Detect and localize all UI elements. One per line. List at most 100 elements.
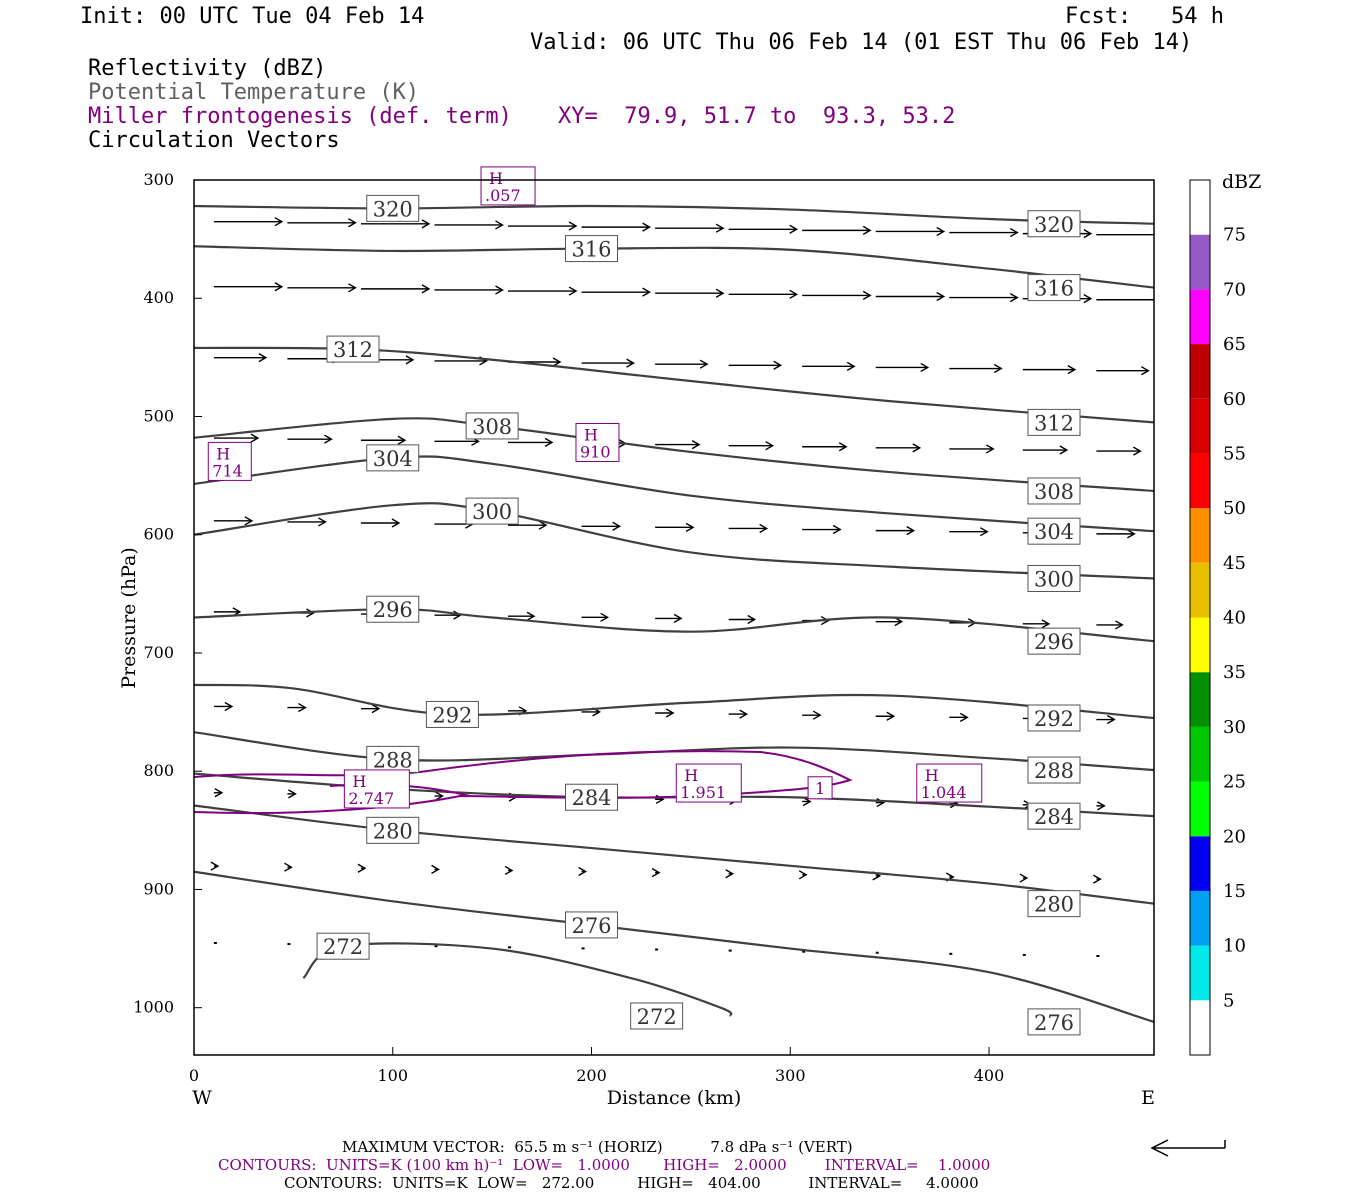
svg-text:312: 312 — [333, 338, 373, 362]
theta-contour-308 — [194, 417, 1154, 493]
theta-contours — [194, 204, 1154, 1023]
theta-label: 320 — [1027, 210, 1081, 238]
circulation-vector-head — [846, 361, 856, 371]
circulation-vector-head — [739, 709, 749, 719]
svg-text:.057: .057 — [485, 186, 521, 205]
circulation-vector-head — [306, 608, 315, 618]
colorbar-segment — [1190, 617, 1210, 673]
x-tick-label: 0 — [189, 1066, 199, 1085]
y-tick-label: 900 — [143, 879, 174, 898]
circulation-vector-head — [421, 219, 431, 229]
x-axis-label: Distance (km) — [607, 1087, 742, 1109]
svg-text:1: 1 — [815, 779, 825, 798]
circulation-vector-head — [651, 868, 661, 878]
plot-frame — [193, 179, 1155, 1056]
svg-text:308: 308 — [1034, 480, 1074, 504]
theta-label: 304 — [1027, 517, 1081, 545]
circulation-vector-head — [959, 712, 969, 722]
x-tick-label: 400 — [974, 1066, 1005, 1085]
circulation-vector-head — [1127, 529, 1136, 539]
colorbar-label: 60 — [1223, 389, 1246, 410]
theta-label: 272 — [630, 1002, 684, 1030]
svg-text:304: 304 — [373, 447, 413, 471]
fronto-max-label: 1 — [807, 776, 833, 800]
colorbar-segment — [1190, 781, 1210, 837]
forecast-hour: Fcst: 54 h — [1065, 4, 1224, 29]
colorbar-segment — [1190, 890, 1210, 946]
svg-text:H: H — [584, 426, 598, 445]
circulation-vector-head — [699, 359, 709, 369]
svg-text:300: 300 — [1034, 567, 1074, 591]
circulation-vector-head — [371, 704, 381, 714]
field-frontogenesis: Miller frontogenesis (def. term) — [88, 104, 512, 129]
circulation-vector-head — [250, 433, 260, 443]
svg-text:H: H — [352, 772, 366, 791]
colorbar-label: 70 — [1223, 279, 1246, 300]
theta-contour-292 — [194, 683, 1154, 720]
circulation-vector-dot — [508, 946, 512, 949]
x-tick-label: 200 — [576, 1066, 607, 1085]
colorbar-segment — [1190, 562, 1210, 618]
circulation-vector-head — [936, 291, 946, 302]
circulation-vector-head — [612, 521, 621, 531]
fronto-max-label: H1.951 — [675, 763, 742, 803]
circulation-vector-head — [244, 516, 254, 526]
circulation-vector-head — [765, 441, 775, 451]
circulation-vector-head — [1093, 874, 1102, 884]
fronto-max-label: H1.044 — [916, 763, 983, 803]
circulation-vector-head — [802, 796, 812, 807]
y-tick-label: 600 — [143, 525, 174, 544]
theta-label: 272 — [316, 932, 370, 960]
circulation-vector-head — [1097, 801, 1106, 811]
circulation-vector-head — [1019, 873, 1029, 883]
max-vector-note: MAXIMUM VECTOR: 65.5 m s⁻¹ (HORIZ) 7.8 d… — [342, 1138, 853, 1156]
circulation-vector-head — [673, 613, 683, 624]
circulation-vector-head — [391, 518, 401, 528]
axes: 0 100 200 300 400 300 400 500 600 700 800 900 1000 — [133, 170, 1004, 1085]
circulation-vector-head — [906, 526, 916, 536]
x-axis-east-label: E — [1141, 1087, 1155, 1109]
theta-contour-300 — [194, 502, 1154, 580]
y-tick-label: 400 — [143, 288, 174, 307]
circulation-vector-head — [936, 226, 946, 237]
theta-label: 316 — [565, 235, 619, 263]
theta-label: 280 — [366, 816, 420, 844]
circulation-vector-head — [862, 225, 872, 235]
fronto-contour-800 — [194, 750, 853, 815]
colorbar-label: 10 — [1223, 936, 1246, 957]
circulation-vector-head — [985, 444, 995, 454]
theta-contour-316 — [194, 245, 1154, 289]
circulation-vector-head — [1083, 294, 1093, 304]
colorbar-label: 75 — [1223, 225, 1246, 246]
circulation-vector-head — [912, 443, 922, 453]
circulation-vector-head — [838, 442, 848, 452]
circulation-vector-head — [1083, 229, 1093, 239]
circulation-vector-head — [1115, 620, 1124, 630]
circulation-vector-head — [526, 611, 536, 621]
circulation-vector-dot — [802, 950, 806, 953]
fronto-max-label: H.057 — [480, 166, 536, 206]
colorbar-label: 15 — [1223, 881, 1246, 902]
x-axis-west-label: W — [192, 1087, 212, 1109]
circulation-vector-head — [274, 282, 284, 292]
reference-vector-arrow — [1150, 1139, 1226, 1157]
fronto-max-label: H2.747 — [343, 769, 410, 809]
circulation-vector-head — [862, 290, 872, 301]
colorbar-label: 50 — [1223, 498, 1246, 519]
cross-section-endpoints: XY= 79.9, 51.7 to 93.3, 53.2 — [558, 104, 956, 129]
circulation-vector-head — [685, 522, 695, 532]
theta-label: 292 — [1027, 704, 1081, 732]
svg-text:1.044: 1.044 — [921, 783, 967, 802]
theta-label: 300 — [1027, 564, 1081, 592]
circulation-vector-head — [1059, 445, 1069, 455]
circulation-vector-head — [600, 612, 609, 622]
svg-text:1.951: 1.951 — [680, 783, 726, 802]
circulation-vector-dot — [1022, 953, 1026, 956]
colorbar-label: 65 — [1223, 334, 1246, 355]
circulation-vector-head — [298, 702, 307, 713]
circulation-vector-head — [568, 286, 578, 296]
circulation-vector-head — [258, 353, 268, 363]
circulation-vector-head — [495, 285, 504, 295]
